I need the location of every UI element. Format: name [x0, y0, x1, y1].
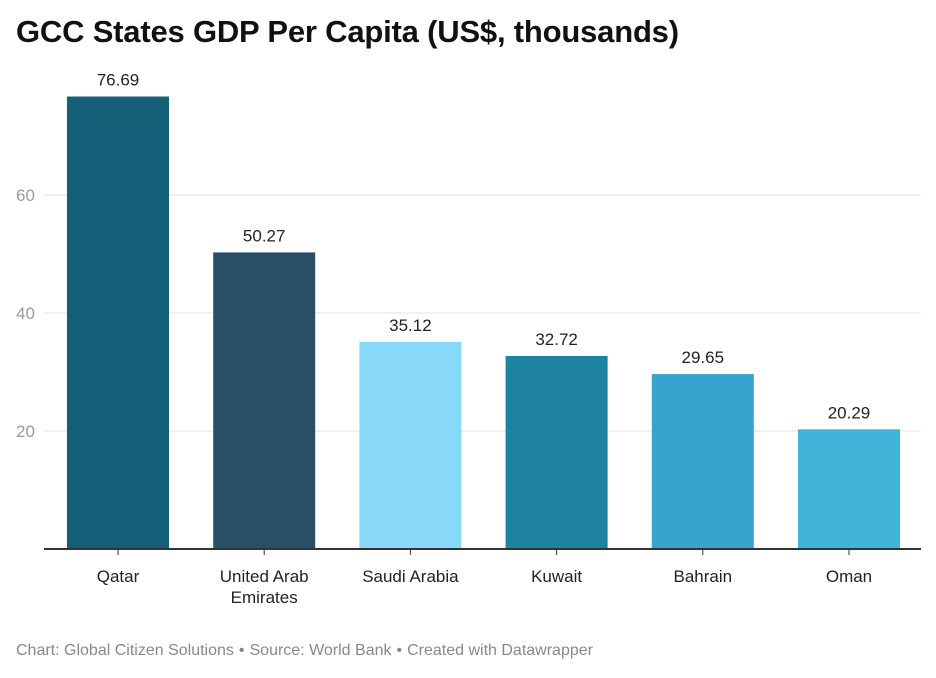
- bar-value-label: 20.29: [828, 403, 871, 422]
- y-tick-label: 60: [16, 186, 35, 205]
- footer-separator: •: [238, 642, 245, 659]
- bar: [798, 429, 900, 549]
- y-axis-ticks: 20 40 60: [16, 186, 35, 441]
- x-tick-label: Qatar: [97, 567, 140, 586]
- x-tick-label: Bahrain: [673, 567, 732, 586]
- bar: [651, 374, 754, 549]
- x-tick-label: Kuwait: [531, 567, 582, 586]
- x-tick-label: United Arab: [220, 567, 309, 586]
- source-credit: Source: World Bank: [249, 642, 392, 659]
- footer-separator: •: [396, 642, 403, 659]
- x-tick-label: Oman: [826, 567, 872, 586]
- bar: [213, 252, 316, 550]
- bar-chart: 20 40 60 76.69 50.27 35.12 32.72 29.65 20.29 Qa…: [16, 71, 921, 607]
- x-tick-label: Saudi Arabia: [362, 567, 459, 586]
- value-labels: 76.69 50.27 35.12 32.72 29.65 20.29: [97, 71, 871, 423]
- chart-credit: Chart: Global Citizen Solutions: [16, 642, 234, 659]
- x-tick-label: Emirates: [231, 588, 298, 607]
- bar-value-label: 32.72: [535, 330, 578, 349]
- tool-credit: Created with Datawrapper: [407, 642, 593, 659]
- bar-value-label: 35.12: [389, 316, 432, 335]
- bar: [67, 96, 169, 550]
- chart-title: GCC States GDP Per Capita (US$, thousand…: [16, 14, 679, 49]
- y-tick-label: 20: [16, 422, 35, 441]
- bar-value-label: 50.27: [243, 226, 286, 245]
- bar-value-label: 29.65: [682, 348, 725, 367]
- bar-value-label: 76.69: [97, 71, 140, 90]
- bar: [505, 355, 608, 549]
- bar: [359, 341, 462, 549]
- gridlines: [44, 194, 921, 432]
- bars: [67, 96, 900, 550]
- chart-footer: Chart: Global Citizen Solutions • Source: …: [16, 642, 593, 660]
- x-axis-labels: Qatar United Arab Emirates Saudi Arabia Kuwa…: [97, 549, 872, 607]
- y-tick-label: 40: [16, 304, 35, 323]
